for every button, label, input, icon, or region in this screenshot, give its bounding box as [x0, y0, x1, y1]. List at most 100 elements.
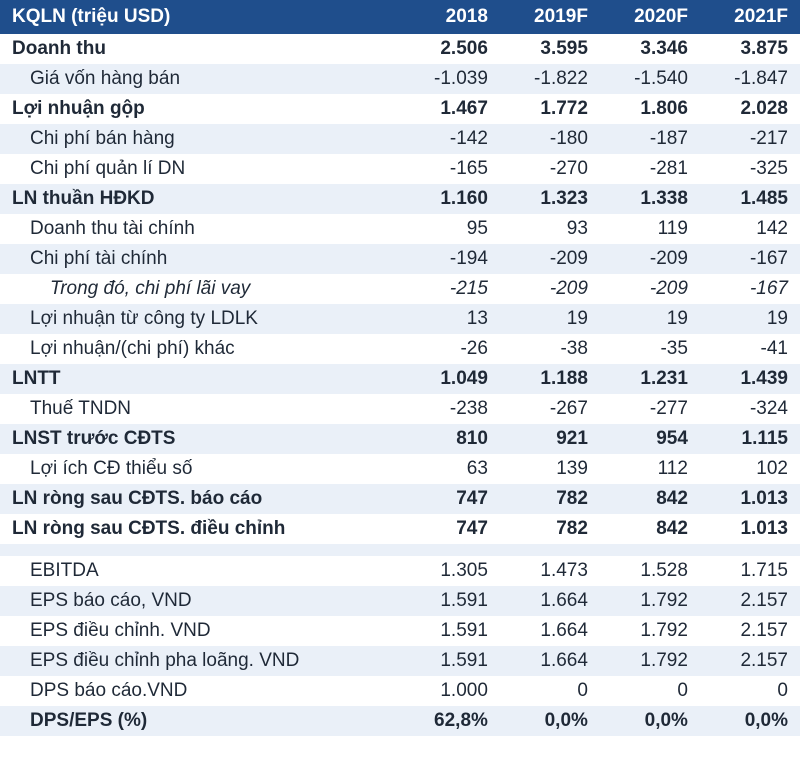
row-value: -1.540 — [600, 64, 700, 94]
row-value: 1.439 — [700, 364, 800, 394]
col-header-label: KQLN (triệu USD) — [0, 0, 400, 34]
row-value: 19 — [600, 304, 700, 334]
row-value: -194 — [400, 244, 500, 274]
row-value: -325 — [700, 154, 800, 184]
blank-cell — [0, 544, 400, 556]
row-value: 19 — [500, 304, 600, 334]
row-value: 1.591 — [400, 646, 500, 676]
table-row: DPS/EPS (%)62,8%0,0%0,0%0,0% — [0, 706, 800, 736]
row-value: 2.028 — [700, 94, 800, 124]
row-value: 0,0% — [700, 706, 800, 736]
row-value: 842 — [600, 514, 700, 544]
row-label: EPS báo cáo, VND — [0, 586, 400, 616]
table-row: Giá vốn hàng bán-1.039-1.822-1.540-1.847 — [0, 64, 800, 94]
row-value: 19 — [700, 304, 800, 334]
row-value: 112 — [600, 454, 700, 484]
table-row: LN ròng sau CĐTS. báo cáo7477828421.013 — [0, 484, 800, 514]
table-row: LNST trước CĐTS8109219541.115 — [0, 424, 800, 454]
row-value: 921 — [500, 424, 600, 454]
row-value: -41 — [700, 334, 800, 364]
row-value: 1.049 — [400, 364, 500, 394]
row-value: 1.485 — [700, 184, 800, 214]
row-value: 102 — [700, 454, 800, 484]
table-row: Thuế TNDN-238-267-277-324 — [0, 394, 800, 424]
row-value: 63 — [400, 454, 500, 484]
row-value: 1.664 — [500, 646, 600, 676]
row-value: 1.305 — [400, 556, 500, 586]
table-row: EPS điều chỉnh pha loãng. VND1.5911.6641… — [0, 646, 800, 676]
row-value: -187 — [600, 124, 700, 154]
row-value: 139 — [500, 454, 600, 484]
row-value: 13 — [400, 304, 500, 334]
row-label: Doanh thu — [0, 34, 400, 64]
table-body: Doanh thu2.5063.5953.3463.875Giá vốn hàn… — [0, 34, 800, 736]
table-row: Doanh thu2.5063.5953.3463.875 — [0, 34, 800, 64]
blank-cell — [400, 544, 500, 556]
row-label: DPS/EPS (%) — [0, 706, 400, 736]
table-row: Lợi nhuận/(chi phí) khác-26-38-35-41 — [0, 334, 800, 364]
row-value: 1.806 — [600, 94, 700, 124]
row-label: LNST trước CĐTS — [0, 424, 400, 454]
row-value: 2.157 — [700, 616, 800, 646]
row-value: 747 — [400, 484, 500, 514]
table-row: Lợi nhuận từ công ty LDLK13191919 — [0, 304, 800, 334]
row-value: -270 — [500, 154, 600, 184]
table-row: Lợi nhuận gộp1.4671.7721.8062.028 — [0, 94, 800, 124]
row-value: 782 — [500, 514, 600, 544]
row-value: -209 — [500, 244, 600, 274]
row-value: -209 — [600, 244, 700, 274]
row-label: EPS điều chỉnh pha loãng. VND — [0, 646, 400, 676]
row-value: -26 — [400, 334, 500, 364]
row-label: EBITDA — [0, 556, 400, 586]
blank-cell — [700, 544, 800, 556]
row-value: -209 — [500, 274, 600, 304]
row-value: -167 — [700, 244, 800, 274]
row-value: 1.664 — [500, 616, 600, 646]
table-row: DPS báo cáo.VND1.000000 — [0, 676, 800, 706]
row-value: 842 — [600, 484, 700, 514]
table-header-row: KQLN (triệu USD) 2018 2019F 2020F 2021F — [0, 0, 800, 34]
table-row: Trong đó, chi phí lãi vay-215-209-209-16… — [0, 274, 800, 304]
table-row: Chi phí tài chính-194-209-209-167 — [0, 244, 800, 274]
row-value: 0 — [600, 676, 700, 706]
row-value: 1.591 — [400, 586, 500, 616]
row-value: 1.473 — [500, 556, 600, 586]
row-label: Chi phí tài chính — [0, 244, 400, 274]
row-value: 3.875 — [700, 34, 800, 64]
row-value: 62,8% — [400, 706, 500, 736]
table-row: Chi phí quản lí DN-165-270-281-325 — [0, 154, 800, 184]
row-value: 1.772 — [500, 94, 600, 124]
row-label: Lợi nhuận gộp — [0, 94, 400, 124]
row-label: Doanh thu tài chính — [0, 214, 400, 244]
col-header-2019f: 2019F — [500, 0, 600, 34]
table-row: LN thuần HĐKD1.1601.3231.3381.485 — [0, 184, 800, 214]
row-value: 3.595 — [500, 34, 600, 64]
row-label: Trong đó, chi phí lãi vay — [0, 274, 400, 304]
row-value: 810 — [400, 424, 500, 454]
row-value: 3.346 — [600, 34, 700, 64]
row-value: 0 — [700, 676, 800, 706]
table-row — [0, 544, 800, 556]
row-value: 1.000 — [400, 676, 500, 706]
row-value: -324 — [700, 394, 800, 424]
table-row: Chi phí bán hàng-142-180-187-217 — [0, 124, 800, 154]
row-label: Lợi nhuận từ công ty LDLK — [0, 304, 400, 334]
row-value: -1.822 — [500, 64, 600, 94]
row-value: 1.792 — [600, 646, 700, 676]
row-value: -167 — [700, 274, 800, 304]
row-value: 954 — [600, 424, 700, 454]
row-value: -238 — [400, 394, 500, 424]
financial-table: KQLN (triệu USD) 2018 2019F 2020F 2021F … — [0, 0, 800, 736]
row-label: Thuế TNDN — [0, 394, 400, 424]
row-label: LN ròng sau CĐTS. báo cáo — [0, 484, 400, 514]
row-value: -35 — [600, 334, 700, 364]
row-value: 2.157 — [700, 646, 800, 676]
row-value: 747 — [400, 514, 500, 544]
col-header-2018: 2018 — [400, 0, 500, 34]
row-value: -267 — [500, 394, 600, 424]
table-row: LN ròng sau CĐTS. điều chỉnh7477828421.0… — [0, 514, 800, 544]
row-value: 1.792 — [600, 586, 700, 616]
row-value: 1.188 — [500, 364, 600, 394]
row-value: 1.115 — [700, 424, 800, 454]
table-row: EBITDA1.3051.4731.5281.715 — [0, 556, 800, 586]
